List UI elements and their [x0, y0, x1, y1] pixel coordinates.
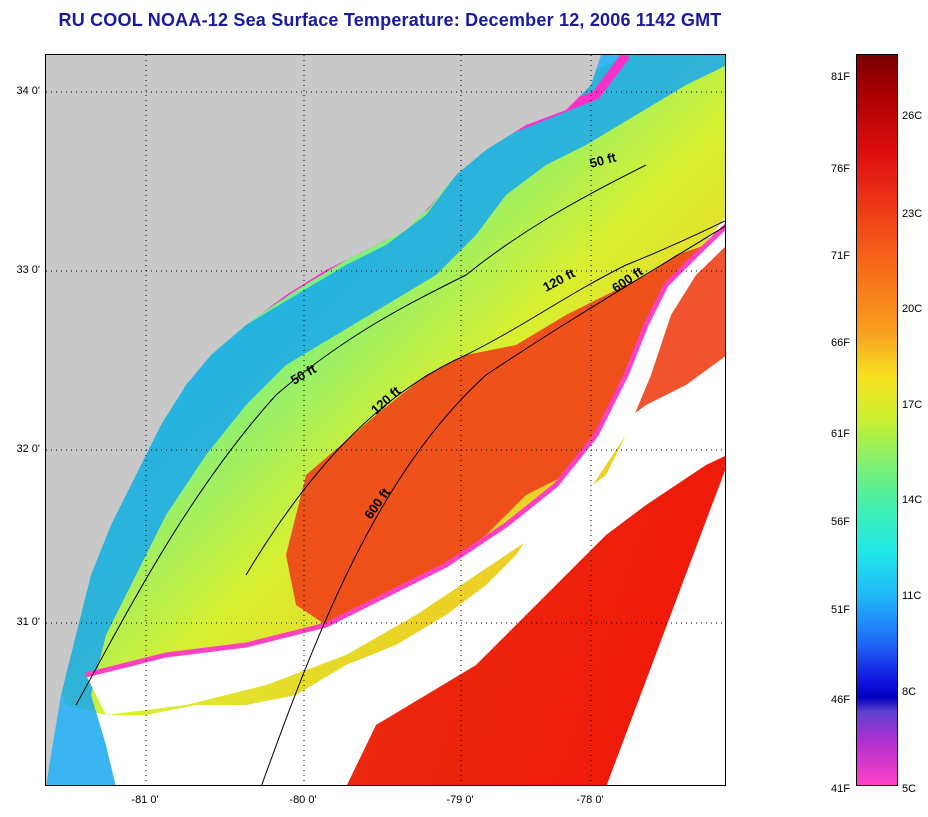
colorbar-f-label: 76F: [831, 163, 850, 175]
lon-tick-label: -81 0': [131, 794, 159, 806]
colorbar-f-label: 51F: [831, 604, 850, 616]
colorbar-c-label: 11C: [902, 590, 922, 602]
colorbar-f-label: 46F: [831, 694, 850, 706]
colorbar-c-label: 17C: [902, 399, 923, 411]
lat-tick-label: 33 0': [16, 264, 40, 276]
map-title: RU COOL NOAA-12 Sea Surface Temperature:…: [58, 10, 722, 30]
cloud-streak: [86, 226, 725, 715]
isobath-50ft: [75, 164, 647, 706]
colorbar-c-label: 20C: [902, 303, 923, 315]
colorbar-f-label: 71F: [831, 250, 850, 262]
colorbar-c-label: 23C: [902, 208, 923, 220]
lon-tick-label: -78 0': [576, 794, 604, 806]
colorbar-c-label: 26C: [902, 110, 923, 122]
isobath-600ft: [261, 225, 725, 785]
colorbar-f-label: 41F: [831, 783, 850, 795]
warm-shelf-edge: [286, 226, 725, 625]
cloud-edge-fringe: [85, 223, 725, 678]
sst-map-canvas: 50 ft 120 ft 600 ft 50 ft 120 ft 600 ft: [46, 55, 725, 785]
gulf-stream-region: [346, 455, 725, 785]
isobath-120ft: [245, 220, 725, 576]
lon-tick-label: -79 0': [446, 794, 474, 806]
colorbar-f-label: 81F: [831, 71, 850, 83]
no-data-wedge: [606, 470, 725, 785]
lat-tick-label: 31 0': [16, 616, 40, 628]
colorbar-c-label: 8C: [902, 686, 917, 698]
lat-tick-label: 34 0': [16, 85, 40, 97]
colorbar-c-label: 14C: [902, 494, 923, 506]
land-mass: [46, 55, 601, 785]
graticule: [46, 55, 725, 785]
lon-tick-label: -80 0': [289, 794, 317, 806]
isobaths: [75, 164, 725, 785]
temperature-colorbar: [856, 54, 898, 786]
colorbar-f-label: 61F: [831, 428, 850, 440]
coastal-cool-band: [46, 55, 725, 785]
sst-map: 50 ft 120 ft 600 ft 50 ft 120 ft 600 ft: [45, 54, 726, 786]
shelf-water: [56, 55, 725, 715]
colorbar-f-label: 66F: [831, 337, 850, 349]
colorbar-f-label: 56F: [831, 516, 850, 528]
colorbar-c-label: 5C: [902, 783, 917, 795]
lat-tick-label: 32 0': [16, 443, 40, 455]
contour-label: 50 ft: [588, 149, 618, 171]
